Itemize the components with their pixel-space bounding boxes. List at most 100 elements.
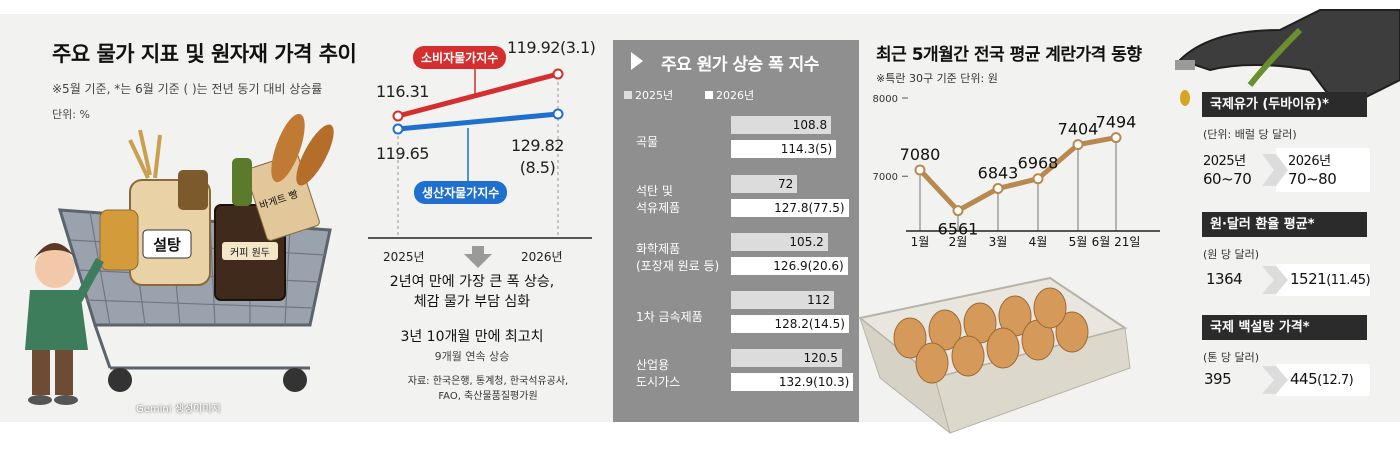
category-label: 1차 금속제품 bbox=[636, 309, 703, 326]
cpi-2025-value: 116.31 bbox=[376, 82, 429, 101]
summary-line2: 체감 물가 부담 심화 bbox=[413, 294, 531, 310]
bar-2026: 127.8(77.5) bbox=[731, 199, 849, 217]
cpi-2026-value: 119.92(3.1) bbox=[507, 38, 596, 57]
bar-2025: 120.5 bbox=[731, 349, 842, 367]
ppi-2026-number: 129.82 bbox=[511, 136, 564, 155]
x-tick-label: 6월 21일 bbox=[1092, 235, 1141, 249]
category-label: 석탄 및 석유제품 bbox=[636, 183, 680, 217]
egg-price-point bbox=[914, 164, 926, 176]
ppi-2026-value: 129.82 (8.5) bbox=[511, 135, 564, 179]
year-2026-label: 2026년 bbox=[521, 250, 563, 264]
data-point-ppi-1 bbox=[552, 108, 564, 120]
fx-rate-2026-value: 1521 bbox=[1290, 270, 1327, 288]
oil-price-title: 국제유가 (두바이유)* bbox=[1202, 92, 1367, 117]
sugar-label: 설탕 bbox=[153, 236, 181, 254]
series-line-ppi bbox=[397, 111, 559, 132]
legend-2026-label: 2026년 bbox=[716, 89, 755, 102]
category-label-line2: 도시가스 bbox=[636, 375, 681, 389]
data-label: 6843 bbox=[978, 164, 1019, 183]
category-label-line1: 곡물 bbox=[636, 135, 659, 149]
bar-2026: 132.9(10.3) bbox=[731, 373, 854, 391]
panel1-note: ※5월 기준, *는 6월 기준 ( )는 전년 동기 대비 상승률 bbox=[52, 82, 323, 96]
source-line2: FAO, 축산물품질평가원 bbox=[438, 391, 538, 402]
category-label-line1: 1차 금속제품 bbox=[636, 310, 703, 324]
data-label: 6968 bbox=[1018, 154, 1059, 173]
y-tick-label: 8000 bbox=[873, 94, 898, 105]
oil-arrow-icon bbox=[1262, 148, 1370, 192]
oil-price-unit: (단위: 배럴 당 달러) bbox=[1203, 128, 1297, 141]
ppi-2026-rate: (8.5) bbox=[519, 158, 556, 177]
sugar-price-2026-value: 445 bbox=[1290, 370, 1318, 388]
oil-year-2026: 2026년 bbox=[1288, 154, 1331, 169]
x-tick-label: 2월 bbox=[949, 235, 968, 249]
x-tick-label: 1월 bbox=[911, 235, 930, 249]
illustration-credit: Gemini 생성이미지 bbox=[136, 404, 221, 415]
fuel-nozzle-illustration bbox=[1175, 9, 1400, 110]
legend-2026: 2026년 bbox=[705, 87, 754, 103]
data-label: 7080 bbox=[900, 145, 941, 164]
data-point-cpi-1 bbox=[552, 68, 564, 80]
price-index-chart bbox=[368, 60, 592, 268]
sugar-arrow-icon bbox=[1262, 364, 1370, 396]
egg-price-point bbox=[992, 183, 1004, 195]
legend-2025-label: 2025년 bbox=[635, 89, 674, 102]
sugar-price-2025: 395 bbox=[1204, 370, 1232, 388]
source-note: 자료: 한국은행, 통계청, 한국석유공사, FAO, 축산물품질평가원 bbox=[388, 374, 588, 404]
egg-carton-illustration bbox=[857, 276, 1131, 435]
data-point-cpi-0 bbox=[392, 110, 404, 122]
x-tick-label: 5월 bbox=[1069, 235, 1088, 249]
data-label: 7404 bbox=[1058, 120, 1099, 139]
bar-2025: 105.2 bbox=[731, 233, 828, 251]
bar-2025: 72 bbox=[731, 175, 798, 193]
sugar-price-2026-change: (12.7) bbox=[1317, 373, 1354, 388]
panel1-unit: 단위: % bbox=[52, 108, 90, 121]
bar-2025: 108.8 bbox=[731, 116, 832, 134]
summary-cpi: 2년여 만에 가장 큰 폭 상승, 체감 물가 부담 심화 bbox=[372, 272, 572, 312]
bar-2026: 114.3(5) bbox=[731, 140, 837, 158]
fx-rate-2025: 1364 bbox=[1206, 270, 1243, 288]
fx-rate-title: 원·달러 환율 평균* bbox=[1202, 212, 1367, 237]
cost-index-title: 주요 원가 상승 폭 지수 bbox=[661, 55, 819, 75]
egg-price-note: ※특란 30구 기준 단위: 원 bbox=[876, 72, 998, 85]
oil-year-2025: 2025년 bbox=[1203, 154, 1246, 169]
cpi-label: 소비자물가지수 bbox=[413, 46, 507, 69]
egg-price-point bbox=[1110, 132, 1122, 144]
fx-arrow-icon bbox=[1262, 264, 1370, 296]
ppi-label: 생산자물가지수 bbox=[414, 181, 508, 204]
egg-price-chart: 7000 8000 1월 2월 3월 4월 5월 6월 21일 7080 6561 68436968… bbox=[873, 94, 1160, 249]
category-label-line1: 화학제품 bbox=[636, 242, 681, 256]
egg-price-point bbox=[952, 205, 964, 217]
x-tick-label: 3월 bbox=[989, 235, 1008, 249]
down-arrow-icon bbox=[464, 246, 492, 268]
coffee-label: 커피 원두 bbox=[230, 247, 270, 259]
legend-swatch-2025 bbox=[624, 91, 632, 99]
category-label: 곡물 bbox=[636, 134, 658, 151]
category-label-line2: (포장재 원료 등) bbox=[636, 259, 720, 273]
oil-price-2025: 60~70 bbox=[1203, 170, 1252, 188]
category-label: 화학제품 (포장재 원료 등) bbox=[636, 241, 719, 275]
year-2025-label: 2025년 bbox=[383, 250, 425, 264]
panel1-title: 주요 물가 지표 및 원자재 가격 추이 bbox=[52, 42, 357, 66]
egg-price-point bbox=[1072, 139, 1084, 151]
data-label: 7494 bbox=[1096, 113, 1137, 132]
series-line-cpi bbox=[397, 71, 559, 119]
source-line1: 자료: 한국은행, 통계청, 한국석유공사, bbox=[407, 376, 569, 387]
category-label-line1: 석탄 및 bbox=[636, 184, 673, 198]
sugar-price-title: 국제 백설탕 가격* bbox=[1202, 315, 1367, 340]
egg-price-line bbox=[918, 135, 1117, 214]
summary-line1: 2년여 만에 가장 큰 폭 상승, bbox=[389, 274, 555, 290]
data-label: 6561 bbox=[938, 220, 979, 239]
bar-2026: 128.2(14.5) bbox=[731, 315, 849, 333]
legend-swatch-2026 bbox=[705, 91, 713, 99]
egg-price-point bbox=[1032, 173, 1044, 185]
category-label-line1: 산업용 bbox=[636, 358, 670, 372]
summary-ppi: 3년 10개월 만에 최고치 bbox=[400, 329, 544, 345]
y-tick-label: 7000 bbox=[873, 172, 898, 183]
fx-rate-2026: 1521(11.45) bbox=[1290, 270, 1371, 288]
legend-2025: 2025년 bbox=[624, 87, 673, 103]
bar-2026: 126.9(20.6) bbox=[731, 257, 848, 275]
fx-rate-unit: (원 당 달러) bbox=[1203, 248, 1260, 261]
ppi-2025-value: 119.65 bbox=[376, 144, 429, 163]
x-tick-label: 4월 bbox=[1029, 235, 1048, 249]
